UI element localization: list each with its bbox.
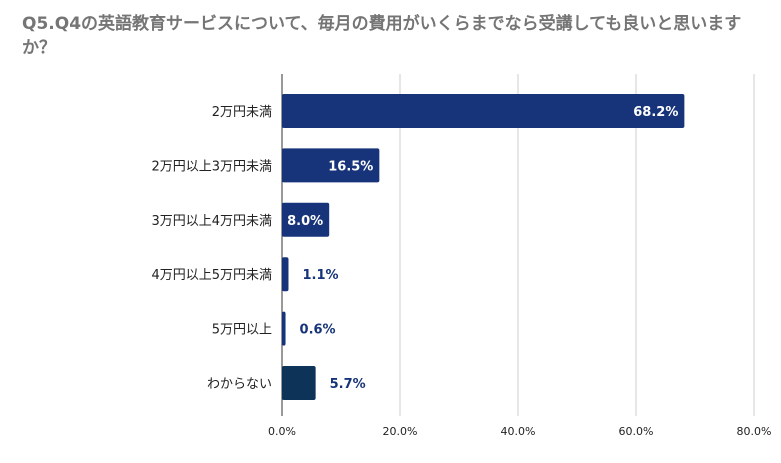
bar [282,311,286,346]
bar [282,148,380,183]
category-labels: 2万円未満 2万円以上3万円未満 3万円以上4万円未満 4万円以上5万円未満 5万円以上… [151,105,272,392]
data-label: 5.7% [330,377,366,392]
category-label: 2万円以上3万円未満 [151,159,272,174]
category-label: 5万円以上 [212,323,272,338]
x-tick-label: 20.0% [383,425,418,438]
chart-title: Q5.Q4の英語教育サービスについて、毎月の費用がいくらまでなら受講しても良いと… [22,14,742,58]
category-label: わからない [207,377,272,392]
data-label: 1.1% [302,268,338,283]
bars [282,94,685,400]
bar [282,366,316,400]
gridlines [281,74,755,416]
x-tick-label: 60.0% [619,425,654,438]
x-axis-tick-labels: 0.0% 20.0% 40.0% 60.0% 80.0% [268,425,771,438]
category-label: 3万円以上4万円未満 [151,214,272,229]
x-tick-label: 0.0% [268,425,296,438]
bar [282,202,330,237]
category-label: 4万円以上5万円未満 [151,268,272,283]
data-label: 16.5% [328,159,373,174]
category-label: 2万円未満 [212,105,272,120]
data-label: 0.6% [300,323,336,338]
x-tick-label: 40.0% [501,425,536,438]
data-labels: 68.2% 16.5% 8.0% 1.1% 0.6% 5.7% [287,105,678,392]
bar [282,257,289,292]
data-label: 8.0% [287,214,323,229]
x-tick-label: 80.0% [737,425,772,438]
data-label: 68.2% [633,105,678,120]
bar [282,94,685,128]
